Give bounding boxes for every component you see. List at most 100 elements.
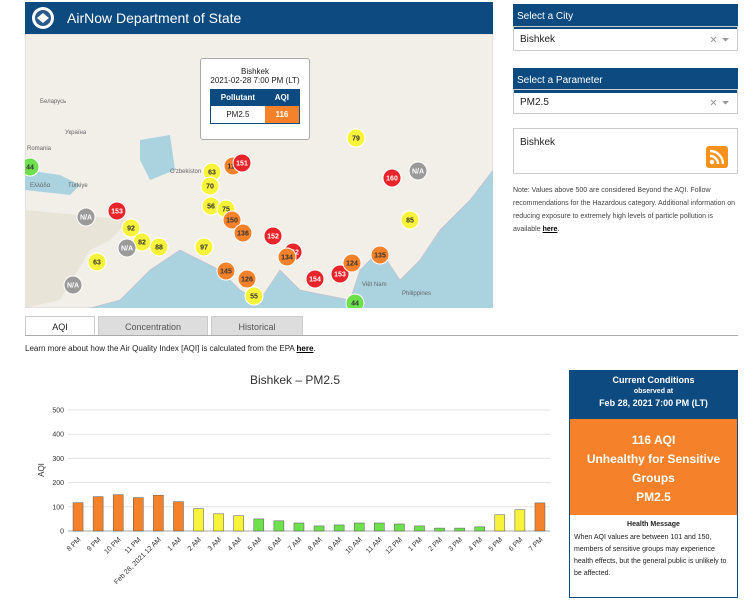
tab[interactable]: AQI bbox=[25, 316, 95, 336]
marker-label: 124 bbox=[346, 261, 358, 268]
x-tick-label: 2 AM bbox=[187, 536, 203, 552]
y-tick-label: 100 bbox=[52, 504, 64, 511]
bar bbox=[455, 528, 465, 531]
tooltip: Bishkek 2021-02-28 7:00 PM (LT) Pollutan… bbox=[200, 58, 310, 140]
x-tick-label: 10 PM bbox=[103, 536, 122, 555]
y-tick-label: 400 bbox=[52, 432, 64, 439]
marker-label: 55 bbox=[250, 294, 258, 301]
bar bbox=[93, 497, 103, 531]
x-tick-label: 7 PM bbox=[528, 536, 545, 553]
bar bbox=[374, 523, 384, 531]
marker-label: N/A bbox=[80, 215, 92, 222]
map-label: Беларусь bbox=[40, 99, 66, 105]
bar bbox=[475, 527, 485, 531]
bar bbox=[294, 523, 304, 531]
y-tick-label: 500 bbox=[52, 408, 64, 415]
marker-label: 63 bbox=[93, 260, 101, 267]
tab[interactable]: Historical bbox=[211, 316, 303, 336]
learn-end: . bbox=[313, 344, 315, 353]
cc-title: Current Conditions bbox=[570, 375, 737, 385]
x-tick-label: 4 AM bbox=[227, 536, 243, 552]
bar bbox=[274, 521, 284, 531]
tooltip-city: Bishkek bbox=[201, 67, 309, 76]
learn-link[interactable]: here bbox=[297, 344, 314, 353]
marker-label: 154 bbox=[309, 277, 321, 284]
header-title: AirNow Department of State bbox=[25, 2, 493, 34]
bar bbox=[334, 525, 344, 531]
y-tick-label: 0 bbox=[60, 529, 64, 536]
marker-label: 97 bbox=[200, 245, 208, 252]
bar bbox=[153, 495, 163, 531]
map-label: Ελλάδα bbox=[30, 182, 51, 189]
y-tick-label: 300 bbox=[52, 456, 64, 463]
x-tick-label: 8 AM bbox=[307, 536, 323, 552]
note: Note: Values above 500 are considered Be… bbox=[513, 184, 738, 236]
marker-label: 70 bbox=[206, 184, 214, 191]
bar bbox=[194, 509, 204, 531]
marker-label: 160 bbox=[386, 176, 398, 183]
cc-health-title: Health Message bbox=[570, 521, 737, 528]
bar bbox=[133, 498, 143, 531]
rss-icon[interactable] bbox=[706, 146, 728, 168]
x-tick-label: 6 AM bbox=[267, 536, 283, 552]
parameter-select[interactable]: PM2.5 bbox=[513, 89, 738, 114]
marker-label: 152 bbox=[267, 234, 279, 241]
x-tick-label: 6 PM bbox=[508, 536, 525, 553]
marker-label: 151 bbox=[236, 161, 248, 168]
marker-label: 79 bbox=[352, 136, 360, 143]
x-tick-label: 3 PM bbox=[448, 536, 465, 553]
y-axis-label: AQI bbox=[37, 463, 46, 477]
bar bbox=[414, 526, 424, 531]
marker-label: N/A bbox=[67, 283, 79, 290]
marker-label: 44 bbox=[351, 301, 359, 308]
x-tick-label: 2 PM bbox=[427, 536, 444, 553]
x-tick-label: 3 AM bbox=[207, 536, 223, 552]
map-label: Romania bbox=[27, 146, 52, 152]
tooltip-head: Pollutant bbox=[211, 90, 265, 105]
marker-label: 153 bbox=[334, 272, 346, 279]
marker-label: N/A bbox=[121, 246, 133, 253]
cc-pollutant: PM2.5 bbox=[576, 488, 731, 507]
learn-more: Learn more about how the Air Quality Ind… bbox=[25, 344, 316, 353]
current-conditions: Current Conditions observed at Feb 28, 2… bbox=[569, 370, 738, 598]
map-label: Türkiye bbox=[68, 183, 88, 189]
x-tick-label: 11 PM bbox=[124, 536, 143, 555]
note-link[interactable]: here bbox=[543, 226, 558, 233]
tab[interactable]: Concentration bbox=[98, 316, 208, 336]
map-label: Україна bbox=[65, 130, 87, 136]
marker-label: 136 bbox=[237, 231, 249, 238]
bar bbox=[515, 510, 525, 531]
note-end: . bbox=[557, 226, 559, 233]
seal-icon bbox=[31, 6, 55, 30]
x-tick-label: 1 PM bbox=[407, 536, 424, 553]
chart-title: Bishkek – PM2.5 bbox=[250, 373, 340, 387]
x-tick-label: 8 PM bbox=[66, 536, 83, 553]
marker-label: 44 bbox=[26, 165, 34, 172]
feed-box: Bishkek bbox=[513, 128, 738, 174]
tooltip-pollutant: PM2.5 bbox=[211, 106, 265, 123]
bar bbox=[535, 503, 545, 531]
marker-label: 126 bbox=[241, 277, 253, 284]
marker-label: 85 bbox=[406, 218, 414, 225]
marker-label: 150 bbox=[226, 218, 238, 225]
marker-label: 153 bbox=[111, 209, 123, 216]
marker-label: 56 bbox=[207, 204, 215, 211]
select-icons bbox=[708, 33, 732, 109]
marker-label: 82 bbox=[138, 240, 146, 247]
marker-label: 134 bbox=[281, 255, 293, 262]
bar bbox=[73, 503, 83, 531]
bar bbox=[495, 515, 505, 531]
tooltip-head: AQI bbox=[265, 90, 299, 105]
bar bbox=[113, 495, 123, 531]
x-tick-label: 12 PM bbox=[385, 536, 404, 555]
y-tick-label: 200 bbox=[52, 480, 64, 487]
tooltip-aqi: 116 bbox=[265, 106, 299, 123]
map-label: Philippines bbox=[402, 291, 431, 297]
bar bbox=[435, 528, 445, 531]
x-tick-label: 5 PM bbox=[488, 536, 505, 553]
city-select[interactable]: Bishkek bbox=[513, 26, 738, 51]
cc-health-text: When AQI values are between 101 and 150,… bbox=[570, 528, 737, 580]
bar bbox=[214, 514, 224, 531]
tooltip-time: 2021-02-28 7:00 PM (LT) bbox=[201, 76, 309, 85]
